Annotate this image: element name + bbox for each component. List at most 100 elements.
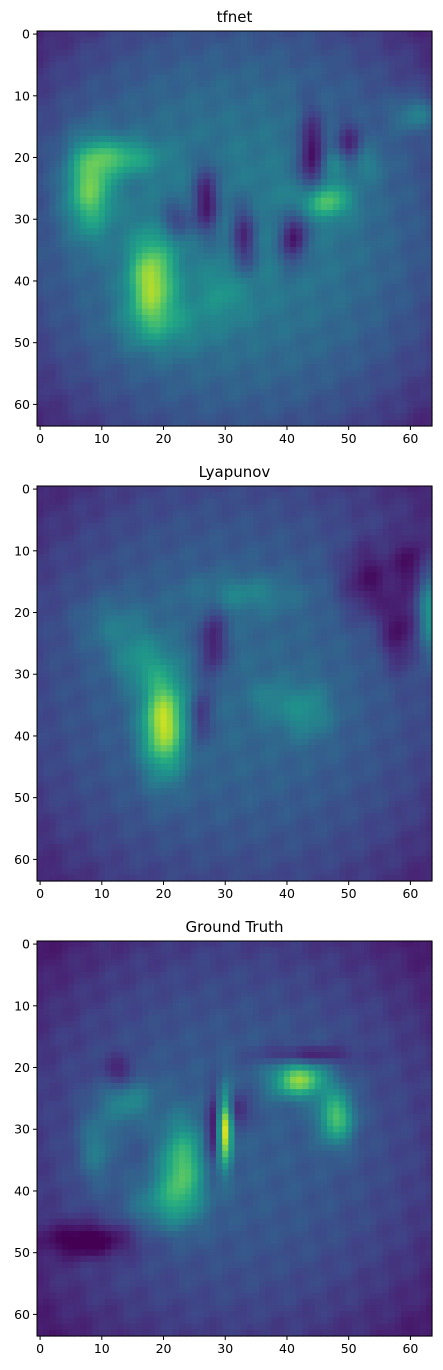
heatmap-cell — [215, 43, 223, 51]
heatmap-cell — [98, 321, 106, 328]
heatmap-cell — [253, 284, 260, 291]
heatmap-cell — [259, 382, 266, 390]
heatmap-cell — [320, 358, 328, 365]
heatmap-cell — [185, 364, 192, 372]
heatmap-cell — [98, 314, 106, 322]
heatmap-cell — [37, 358, 44, 365]
y-tick-label: 60 — [14, 397, 30, 412]
heatmap-cell — [277, 339, 285, 347]
heatmap-cell — [228, 259, 236, 267]
heatmap-cell — [86, 510, 94, 518]
heatmap-cell — [308, 277, 316, 285]
heatmap-cell — [234, 203, 242, 211]
heatmap-cell — [357, 234, 365, 242]
heatmap-cell — [425, 504, 433, 512]
heatmap-cell — [376, 284, 384, 291]
heatmap-cell — [394, 259, 402, 267]
heatmap-cell — [172, 222, 180, 230]
heatmap-cell — [351, 413, 359, 421]
heatmap-cell — [67, 234, 75, 242]
heatmap-cell — [296, 345, 303, 353]
heatmap-cell — [172, 247, 180, 254]
heatmap-cell — [271, 185, 279, 193]
heatmap-cell — [246, 413, 254, 421]
heatmap-cell — [271, 541, 279, 549]
heatmap-cell — [203, 541, 211, 549]
heatmap-cell — [185, 265, 192, 273]
heatmap-cell — [166, 68, 174, 75]
heatmap-cell — [296, 92, 303, 100]
heatmap-cell — [49, 284, 57, 291]
heatmap-cell — [364, 253, 371, 260]
heatmap-cell — [43, 253, 50, 260]
heatmap-cell — [172, 92, 180, 100]
heatmap-cell — [271, 105, 279, 112]
heatmap-cell — [345, 271, 353, 279]
heatmap-cell — [308, 492, 316, 499]
heatmap-cell — [86, 486, 94, 493]
heatmap-cell — [123, 486, 131, 493]
heatmap-cell — [86, 516, 94, 524]
heatmap-cell — [407, 395, 415, 402]
heatmap-cell — [388, 541, 396, 549]
heatmap-cell — [141, 117, 149, 125]
heatmap-cell — [265, 117, 273, 125]
heatmap-cell — [178, 98, 186, 106]
heatmap-cell — [382, 339, 390, 347]
heatmap-cell — [296, 55, 303, 63]
heatmap-cell — [117, 191, 124, 199]
heatmap-cell — [123, 111, 131, 118]
heatmap-cell — [283, 302, 291, 310]
heatmap-cell — [209, 259, 217, 267]
heatmap-cell — [364, 364, 371, 372]
heatmap-cell — [333, 105, 341, 112]
heatmap-cell — [197, 492, 205, 499]
heatmap-cell — [376, 148, 384, 156]
heatmap-cell — [308, 351, 316, 359]
heatmap-cell — [265, 74, 273, 81]
heatmap-cell — [259, 296, 266, 304]
heatmap-cell — [327, 321, 334, 328]
heatmap-cell — [178, 370, 186, 378]
heatmap-cell — [67, 86, 75, 94]
heatmap-cell — [185, 290, 192, 297]
heatmap-cell — [172, 37, 180, 44]
heatmap-cell — [215, 277, 223, 285]
heatmap-cell — [203, 535, 211, 543]
heatmap-cell — [413, 179, 421, 186]
heatmap-cell — [148, 510, 155, 518]
heatmap-cell — [283, 498, 291, 506]
heatmap-cell — [339, 253, 347, 260]
heatmap-cell — [222, 129, 229, 137]
heatmap-cell — [148, 240, 155, 248]
heatmap-cell — [376, 504, 384, 512]
heatmap-cell — [197, 117, 205, 125]
heatmap-cell — [364, 129, 371, 137]
heatmap-cell — [259, 395, 266, 402]
heatmap-cell — [376, 68, 384, 75]
heatmap-cell — [234, 197, 242, 205]
heatmap-cell — [333, 265, 341, 273]
heatmap-cell — [320, 259, 328, 267]
heatmap-cell — [364, 247, 371, 254]
heatmap-cell — [259, 209, 266, 217]
heatmap-cell — [49, 234, 57, 242]
heatmap-cell — [80, 271, 87, 279]
heatmap-cell — [413, 240, 421, 248]
heatmap-cell — [111, 302, 118, 310]
heatmap-cell — [394, 240, 402, 248]
heatmap-cell — [271, 123, 279, 131]
heatmap-cell — [49, 247, 57, 254]
heatmap-cell — [314, 265, 322, 273]
heatmap-cell — [49, 358, 57, 365]
heatmap-cell — [185, 31, 192, 38]
heatmap-cell — [104, 98, 112, 106]
heatmap-cell — [166, 265, 174, 273]
heatmap-cell — [240, 265, 248, 273]
heatmap-cell — [148, 222, 155, 230]
heatmap-cell — [215, 401, 223, 409]
heatmap-cell — [67, 271, 75, 279]
heatmap-cell — [234, 209, 242, 217]
heatmap-cell — [333, 327, 341, 335]
heatmap-cell — [197, 185, 205, 193]
